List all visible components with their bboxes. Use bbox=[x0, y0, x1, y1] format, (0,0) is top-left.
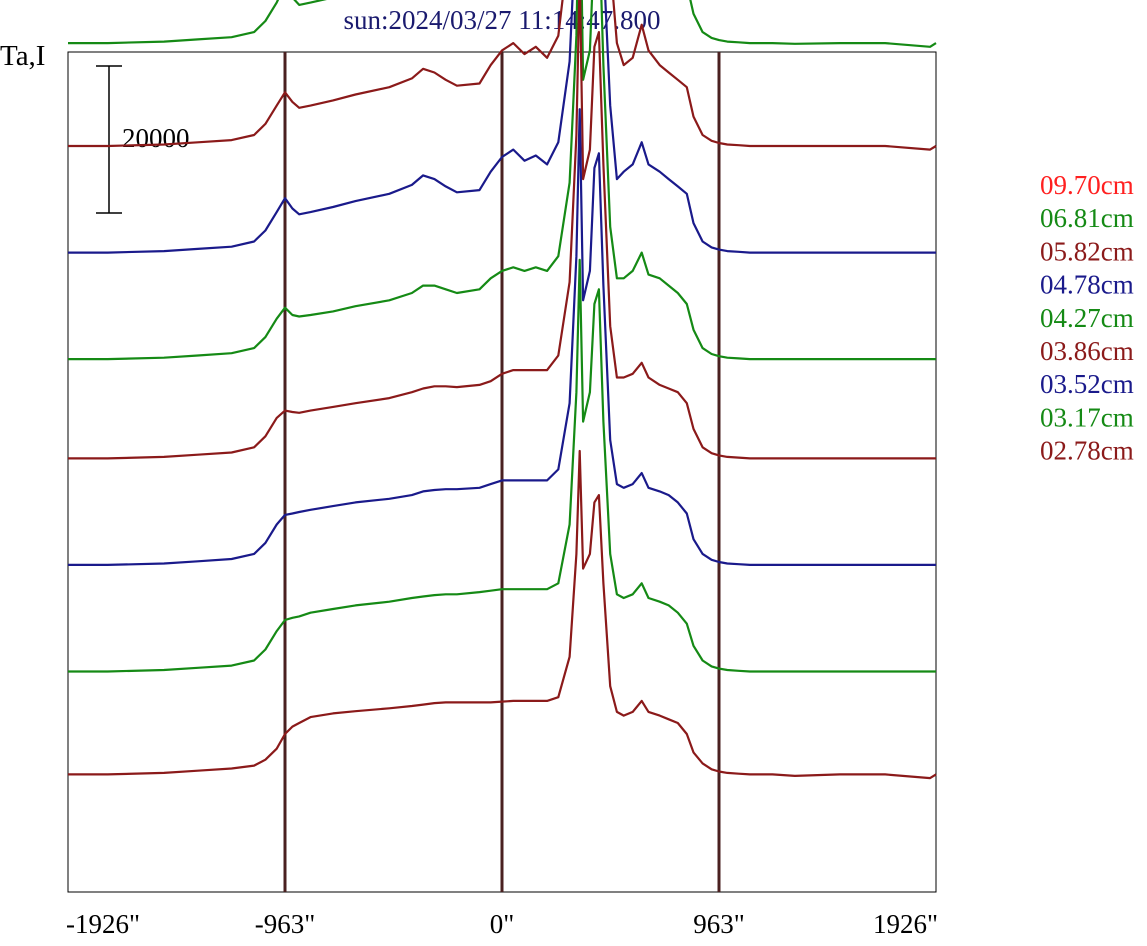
legend-entry: 05.82cm bbox=[1040, 236, 1134, 266]
legend-entry: 03.52cm bbox=[1040, 369, 1134, 399]
chart-title: sun:2024/03/27 11:14:47.800 bbox=[343, 5, 660, 35]
legend-entry: 04.27cm bbox=[1040, 303, 1134, 333]
x-tick-label: 963" bbox=[693, 909, 745, 939]
scale-bar-label: 20000 bbox=[122, 123, 190, 153]
series-line-04.27cm bbox=[68, 0, 936, 361]
legend-entry: 09.70cm bbox=[1040, 170, 1134, 200]
series-line-06.81cm bbox=[68, 0, 937, 48]
series-line-03.86cm bbox=[68, 0, 936, 460]
x-tick-label: -1926" bbox=[66, 909, 140, 939]
series-line-03.17cm bbox=[68, 258, 936, 673]
series-line-02.78cm bbox=[68, 449, 937, 780]
x-tick-label: 1926" bbox=[873, 909, 938, 939]
x-tick-labels: -1926" -963" 0" 963" 1926" bbox=[66, 909, 938, 939]
series-line-04.78cm bbox=[68, 0, 936, 254]
x-tick-label: 0" bbox=[490, 909, 515, 939]
vertical-reference-lines bbox=[283, 52, 721, 892]
legend-entry: 03.86cm bbox=[1040, 336, 1134, 366]
legend-entry: 06.81cm bbox=[1040, 203, 1134, 233]
legend-entry: 03.17cm bbox=[1040, 402, 1134, 432]
legend-entry: 04.78cm bbox=[1040, 270, 1134, 300]
series-line-03.52cm bbox=[68, 108, 936, 567]
series-lines bbox=[68, 0, 937, 780]
series-line-05.82cm bbox=[68, 0, 937, 151]
y-axis-label: Ta,I bbox=[0, 40, 45, 72]
legend-entry: 02.78cm bbox=[1040, 436, 1134, 466]
scale-bar: 20000 bbox=[96, 65, 190, 214]
x-tick-label: -963" bbox=[255, 909, 316, 939]
